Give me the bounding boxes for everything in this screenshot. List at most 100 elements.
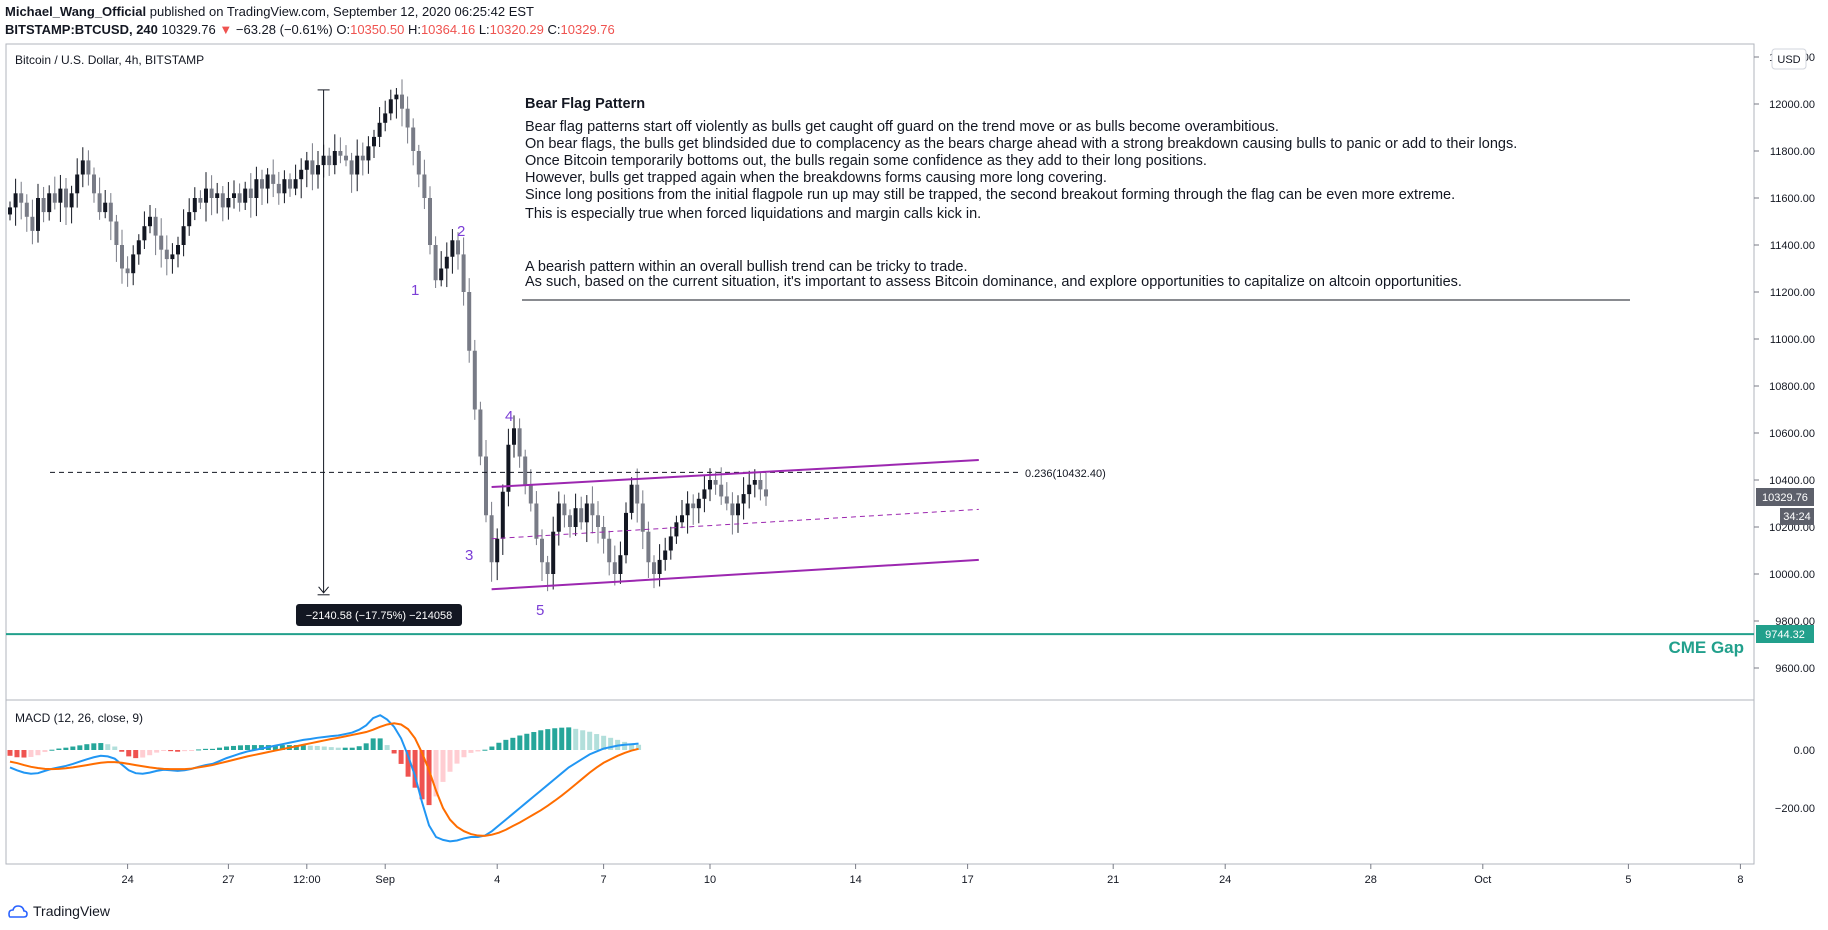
symbol-text[interactable]: BITSTAMP:BTCUSD, 240	[5, 22, 158, 37]
candle-body	[658, 560, 662, 574]
macd-hist-bar	[594, 734, 599, 750]
currency-button[interactable]: USD	[1772, 49, 1806, 69]
macd-hist-bar	[517, 736, 522, 751]
macd-hist-bar	[308, 746, 313, 750]
high-value: 10364.16	[421, 22, 475, 37]
candle-body	[686, 504, 690, 516]
candle-body	[221, 193, 225, 207]
candle-body	[607, 539, 611, 563]
tradingview-brand: TradingView	[33, 903, 110, 919]
candle-body	[646, 532, 650, 563]
annotation-line: However, bulls get trapped again when th…	[525, 170, 1107, 186]
candle-body	[462, 254, 466, 292]
candle-body	[176, 245, 180, 254]
candle-body	[400, 95, 404, 109]
macd-hist-bar	[573, 729, 578, 750]
candle-body	[708, 480, 712, 489]
candle-body	[574, 508, 578, 527]
bear-flag-annotation[interactable]: Bear Flag Pattern Bear flag patterns sta…	[522, 96, 1630, 300]
macd-hist-bar	[385, 745, 390, 750]
candle-body	[350, 160, 354, 174]
candle-body	[596, 515, 600, 527]
candle-body	[19, 193, 23, 202]
measure-label: −2140.58 (−17.75%) −214058	[296, 604, 462, 626]
candle-body	[714, 480, 718, 485]
candle-body	[501, 492, 505, 539]
candle-body	[445, 257, 449, 269]
candle-body	[182, 226, 186, 245]
candle-body	[299, 170, 303, 179]
macd-hist-bar	[154, 750, 159, 753]
candle-body	[86, 160, 90, 174]
macd-hist-bar	[126, 750, 131, 756]
time-tick-label: Oct	[1474, 874, 1491, 886]
low-value: 10320.29	[490, 22, 544, 37]
currency-button-label: USD	[1777, 54, 1800, 66]
candle-body	[277, 184, 281, 193]
candle-body	[613, 562, 617, 574]
wave-label-4: 4	[505, 408, 513, 425]
macd-hist-bar	[70, 747, 75, 750]
candle-body	[92, 175, 96, 194]
candle-body	[64, 189, 68, 208]
candle-body	[355, 156, 359, 175]
candle-body	[389, 99, 393, 113]
time-tick-label: 17	[961, 874, 973, 886]
price-tick-label: 11000.00	[1770, 334, 1815, 346]
macd-hist-bar	[28, 750, 33, 757]
macd-hist-bar	[524, 734, 529, 750]
candle-body	[361, 156, 365, 161]
channel-upper-line	[492, 460, 979, 487]
macd-hist-bar	[552, 728, 557, 750]
candle-body	[30, 217, 34, 231]
author-name[interactable]: Michael_Wang_Official	[5, 4, 146, 19]
candle-body	[730, 504, 734, 516]
price-chart[interactable]: 9600.009800.0010000.0010200.0010400.0010…	[0, 0, 1828, 900]
macd-hist-bar	[175, 750, 180, 752]
price-tick-label: 10600.00	[1769, 428, 1815, 440]
candle-body	[495, 539, 499, 563]
close-label: C:	[548, 22, 561, 37]
macd-hist-bar	[8, 750, 13, 756]
macd-hist-bar	[454, 750, 459, 764]
candle-body	[602, 527, 606, 539]
price-tick-label: 10400.00	[1769, 475, 1815, 487]
price-tick-label: 11400.00	[1770, 240, 1815, 252]
macd-tick-label: −200.00	[1775, 803, 1815, 815]
macd-hist-bar	[231, 746, 236, 750]
price-tick-label: 12000.00	[1769, 99, 1815, 111]
macd-hist-bar	[161, 750, 166, 751]
candle-body	[506, 445, 510, 492]
annotation-line: As such, based on the current situation,…	[525, 274, 1462, 290]
macd-hist-bar	[475, 750, 480, 751]
macd-hist-bar	[489, 747, 494, 750]
candle-body	[25, 203, 29, 217]
macd-hist-bar	[482, 750, 487, 751]
price-tick-label: 9600.00	[1775, 663, 1815, 675]
macd-hist-bar	[357, 746, 362, 750]
price-tick-label: 11800.00	[1770, 146, 1815, 158]
macd-hist-bar	[49, 750, 54, 751]
candle-body	[394, 95, 398, 100]
candle-body	[663, 551, 667, 560]
time-tick-label: 10	[704, 874, 716, 886]
candle-body	[590, 504, 594, 516]
macd-hist-bar	[21, 750, 26, 758]
candle-body	[198, 198, 202, 203]
macd-hist-bar	[42, 750, 47, 752]
macd-hist-bar	[343, 748, 348, 750]
candle-body	[47, 193, 51, 212]
candle-body	[417, 151, 421, 175]
macd-hist-bar	[245, 745, 250, 750]
macd-hist-bar	[203, 749, 208, 750]
time-tick-label: 28	[1365, 874, 1377, 886]
candle-body	[14, 193, 18, 207]
candle-body	[70, 193, 74, 207]
candle-body	[383, 113, 387, 122]
annotation-line: On bear flags, the bulls get blindsided …	[525, 136, 1517, 152]
candle-body	[232, 193, 236, 198]
candle-body	[674, 522, 678, 536]
candle-body	[204, 189, 208, 203]
macd-layer	[8, 715, 642, 841]
tradingview-logo[interactable]: TradingView	[6, 903, 110, 919]
